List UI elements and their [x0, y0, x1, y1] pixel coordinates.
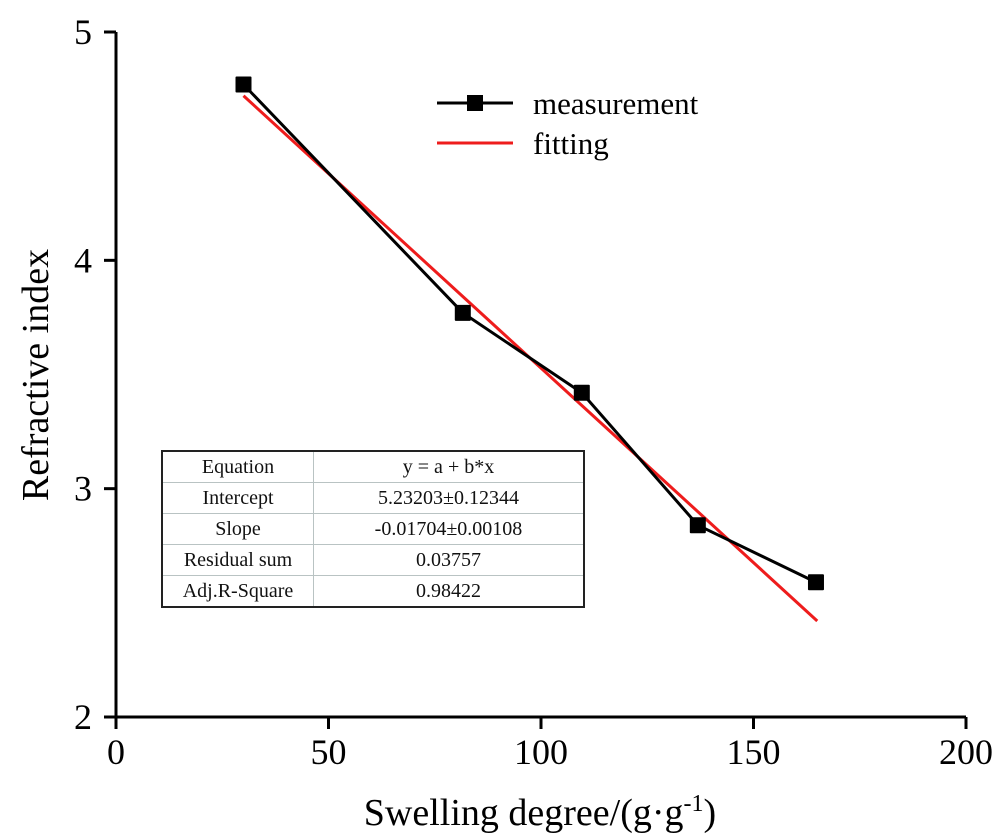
legend-measurement-label: measurement [533, 86, 699, 121]
y-axis-title: Refractive index [15, 249, 57, 501]
x-axis-title-sup: -1 [684, 791, 704, 817]
x-axis-title-main: Swelling degree/(g·g [364, 792, 684, 834]
x-tick-label: 100 [514, 732, 568, 772]
table-value: y = a + b*x [313, 450, 585, 483]
table-key: Residual sum [161, 544, 314, 576]
y-tick-label: 3 [74, 469, 92, 509]
table-row: Residual sum 0.03757 [161, 544, 585, 576]
measurement-point [573, 384, 590, 401]
table-value: 5.23203±0.12344 [313, 482, 585, 514]
y-tick-label: 2 [74, 697, 92, 737]
x-tick-label: 0 [107, 732, 125, 772]
measurement-point [235, 76, 252, 93]
axes: 0 50 100 150 200 2 3 4 5 [74, 12, 993, 772]
table-key: Slope [161, 513, 314, 545]
measurement-point [689, 517, 706, 534]
y-tick-label: 4 [74, 240, 92, 280]
fit-stats-table: Equation y = a + b*x Intercept 5.23203±0.12… [161, 450, 585, 608]
x-tick-label: 200 [939, 732, 993, 772]
legend-fitting-label: fitting [533, 126, 609, 161]
measurement-point [807, 574, 824, 591]
legend-measurement-marker [467, 95, 483, 111]
plot-area [235, 76, 824, 623]
table-row: Slope -0.01704±0.00108 [161, 513, 585, 545]
table-value: 0.98422 [313, 575, 585, 608]
measurement-point [454, 304, 471, 321]
table-value: -0.01704±0.00108 [313, 513, 585, 545]
legend: measurement fitting [437, 86, 699, 161]
table-row: Equation y = a + b*x [161, 450, 585, 483]
table-key: Intercept [161, 482, 314, 514]
table-row: Intercept 5.23203±0.12344 [161, 482, 585, 514]
table-key: Adj.R-Square [161, 575, 314, 608]
x-axis-title-close: ) [704, 792, 717, 834]
x-tick-label: 50 [311, 732, 347, 772]
y-tick-label: 5 [74, 12, 92, 52]
x-tick-label: 150 [727, 732, 781, 772]
table-value: 0.03757 [313, 544, 585, 576]
table-key: Equation [161, 450, 314, 483]
x-axis-title: Swelling degree/(g·g-1) [364, 791, 716, 834]
table-row: Adj.R-Square 0.98422 [161, 575, 585, 608]
